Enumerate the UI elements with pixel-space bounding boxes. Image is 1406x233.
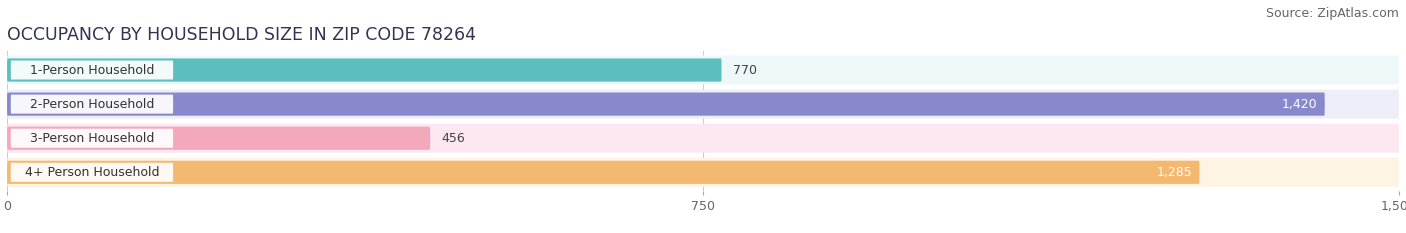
- Text: 2-Person Household: 2-Person Household: [30, 98, 155, 111]
- FancyBboxPatch shape: [7, 90, 1399, 119]
- Text: 3-Person Household: 3-Person Household: [30, 132, 155, 145]
- FancyBboxPatch shape: [7, 124, 1399, 153]
- Text: 1,420: 1,420: [1282, 98, 1317, 111]
- FancyBboxPatch shape: [7, 58, 721, 82]
- Text: 770: 770: [733, 64, 756, 76]
- FancyBboxPatch shape: [11, 61, 173, 79]
- FancyBboxPatch shape: [11, 95, 173, 114]
- FancyBboxPatch shape: [11, 129, 173, 148]
- FancyBboxPatch shape: [7, 158, 1399, 187]
- FancyBboxPatch shape: [11, 163, 173, 182]
- Text: OCCUPANCY BY HOUSEHOLD SIZE IN ZIP CODE 78264: OCCUPANCY BY HOUSEHOLD SIZE IN ZIP CODE …: [7, 26, 477, 44]
- Text: 456: 456: [441, 132, 465, 145]
- Text: 1,285: 1,285: [1156, 166, 1192, 179]
- Text: 1-Person Household: 1-Person Household: [30, 64, 155, 76]
- FancyBboxPatch shape: [7, 93, 1324, 116]
- FancyBboxPatch shape: [7, 127, 430, 150]
- FancyBboxPatch shape: [7, 55, 1399, 85]
- FancyBboxPatch shape: [7, 161, 1199, 184]
- Text: Source: ZipAtlas.com: Source: ZipAtlas.com: [1265, 7, 1399, 20]
- Text: 4+ Person Household: 4+ Person Household: [25, 166, 159, 179]
